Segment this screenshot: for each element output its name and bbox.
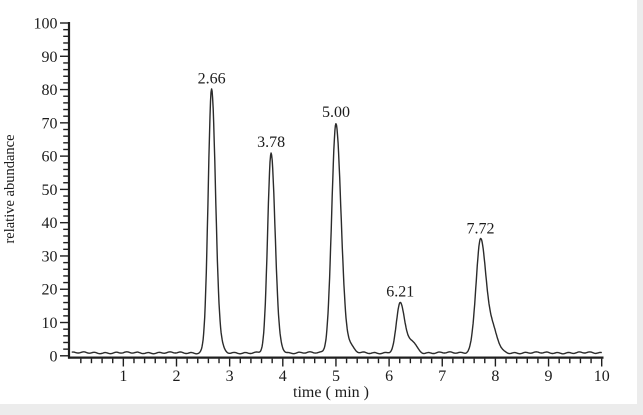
y-axis-title: relative abundance	[2, 134, 18, 243]
trace-layer	[71, 88, 602, 355]
x-tick-label: 4	[279, 368, 287, 385]
x-tick-label: 2	[173, 368, 181, 385]
scan-edge-right	[637, 0, 643, 415]
x-tick-label: 3	[226, 368, 234, 385]
peak-label: 2.66	[198, 71, 226, 88]
peak-label: 6.21	[386, 284, 414, 301]
scan-edge-bottom	[0, 404, 643, 415]
y-tick-label: 90	[42, 49, 58, 66]
x-tick-label: 1	[119, 368, 127, 385]
x-tick-label: 7	[438, 368, 446, 385]
y-tick-label: 80	[42, 82, 58, 99]
x-tick-label: 10	[594, 368, 610, 385]
peak-label: 7.72	[467, 220, 495, 237]
y-tick-label: 40	[42, 215, 58, 232]
y-tick-label: 30	[42, 248, 58, 265]
y-tick-label: 70	[42, 115, 58, 132]
x-axis-title: time ( min )	[293, 384, 369, 401]
chromatogram-trace	[71, 88, 602, 355]
y-tick-label: 0	[50, 348, 58, 365]
x-tick-label: 9	[545, 368, 553, 385]
peak-label: 5.00	[322, 104, 350, 121]
y-tick-label: 50	[42, 182, 58, 199]
y-tick-label: 20	[42, 282, 58, 299]
y-tick-label: 10	[42, 315, 58, 332]
x-tick-label: 8	[491, 368, 499, 385]
y-tick-label: 60	[42, 149, 58, 166]
y-tick-label: 100	[34, 16, 58, 33]
x-tick-label: 6	[385, 368, 393, 385]
x-tick-label: 5	[332, 368, 340, 385]
peak-label-layer: 2.66 3.78 5.00 6.21 7.72	[198, 71, 495, 301]
peak-label: 3.78	[257, 134, 285, 151]
